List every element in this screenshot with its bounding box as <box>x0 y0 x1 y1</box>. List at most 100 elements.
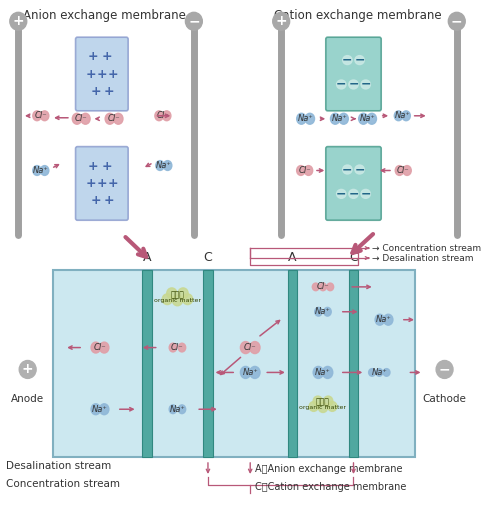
Text: 有機物: 有機物 <box>316 398 330 407</box>
Text: Cl⁻: Cl⁻ <box>94 343 106 352</box>
Text: −: − <box>348 188 358 200</box>
Ellipse shape <box>324 396 333 406</box>
Ellipse shape <box>395 165 404 175</box>
Ellipse shape <box>304 165 312 175</box>
Text: +: + <box>104 85 115 98</box>
Text: Na⁺: Na⁺ <box>332 114 347 123</box>
FancyBboxPatch shape <box>76 37 128 111</box>
Text: +: + <box>87 160 98 173</box>
Text: +: + <box>96 67 107 81</box>
Ellipse shape <box>361 80 370 89</box>
Ellipse shape <box>349 189 358 198</box>
Text: C: C <box>204 251 212 264</box>
Ellipse shape <box>403 165 411 175</box>
Text: organic matter: organic matter <box>154 298 201 303</box>
Ellipse shape <box>394 111 402 121</box>
Text: −: − <box>360 188 371 200</box>
Text: Cathode: Cathode <box>422 394 467 404</box>
FancyBboxPatch shape <box>288 270 297 457</box>
Ellipse shape <box>240 366 250 378</box>
Text: Na⁺: Na⁺ <box>298 114 314 123</box>
Text: Cl⁻: Cl⁻ <box>108 114 120 123</box>
Text: Cl⁻: Cl⁻ <box>34 111 47 120</box>
Text: Cl⁻: Cl⁻ <box>316 282 330 292</box>
Ellipse shape <box>313 396 322 406</box>
Text: Na⁺: Na⁺ <box>156 161 172 170</box>
Text: Anode: Anode <box>11 394 44 404</box>
Text: → Concentration stream: → Concentration stream <box>372 244 482 253</box>
Ellipse shape <box>296 165 305 175</box>
Ellipse shape <box>402 111 410 121</box>
Ellipse shape <box>182 294 192 305</box>
Ellipse shape <box>164 161 172 171</box>
Text: Desalination stream: Desalination stream <box>6 461 112 471</box>
Ellipse shape <box>330 113 340 124</box>
Text: +: + <box>276 14 287 28</box>
Text: A: A <box>288 251 296 264</box>
Ellipse shape <box>384 314 393 325</box>
Text: +: + <box>101 160 112 173</box>
FancyBboxPatch shape <box>142 270 152 457</box>
Ellipse shape <box>178 343 186 352</box>
Text: −: − <box>336 188 346 200</box>
Ellipse shape <box>156 161 164 171</box>
Text: Cl⁻: Cl⁻ <box>397 166 409 175</box>
Text: Cl⁻: Cl⁻ <box>75 114 88 123</box>
Ellipse shape <box>91 342 101 353</box>
Ellipse shape <box>318 403 328 412</box>
Ellipse shape <box>100 404 109 414</box>
Text: −: − <box>360 78 371 91</box>
Ellipse shape <box>162 294 172 305</box>
Ellipse shape <box>367 113 376 124</box>
FancyBboxPatch shape <box>204 270 212 457</box>
Text: −: − <box>439 363 450 376</box>
Ellipse shape <box>313 366 324 378</box>
Text: C: C <box>349 251 358 264</box>
Text: Cation exchange membrane: Cation exchange membrane <box>274 10 442 22</box>
Text: 有機物: 有機物 <box>170 290 184 299</box>
Ellipse shape <box>33 165 41 175</box>
Text: Cl⁻: Cl⁻ <box>244 343 256 352</box>
Text: +: + <box>22 363 34 376</box>
Text: Na⁺: Na⁺ <box>242 368 258 377</box>
Text: −: − <box>348 78 358 91</box>
Text: −: − <box>188 14 200 28</box>
Text: +: + <box>86 67 96 81</box>
Text: C：Cation exchange membrane: C：Cation exchange membrane <box>255 482 406 492</box>
Ellipse shape <box>40 165 49 175</box>
FancyBboxPatch shape <box>53 270 414 457</box>
Ellipse shape <box>376 368 383 376</box>
Ellipse shape <box>250 366 260 378</box>
Ellipse shape <box>178 288 188 298</box>
Ellipse shape <box>305 113 314 124</box>
Ellipse shape <box>336 189 346 198</box>
Text: Cl⁻: Cl⁻ <box>171 343 184 352</box>
Text: Na⁺: Na⁺ <box>376 315 392 324</box>
Ellipse shape <box>355 56 364 65</box>
Ellipse shape <box>358 113 368 124</box>
Text: +: + <box>108 177 118 190</box>
Ellipse shape <box>100 342 109 353</box>
Text: Na⁺: Na⁺ <box>315 368 331 377</box>
Text: −: − <box>342 163 352 176</box>
Ellipse shape <box>172 295 182 306</box>
Text: organic matter: organic matter <box>300 405 346 410</box>
Ellipse shape <box>166 288 177 298</box>
Text: +: + <box>87 50 98 63</box>
Ellipse shape <box>324 307 331 316</box>
FancyBboxPatch shape <box>326 37 381 111</box>
Ellipse shape <box>33 111 41 121</box>
FancyBboxPatch shape <box>326 147 381 220</box>
Ellipse shape <box>342 56 352 65</box>
Ellipse shape <box>342 165 352 174</box>
Ellipse shape <box>349 80 358 89</box>
Ellipse shape <box>361 189 370 198</box>
Text: +: + <box>12 14 24 28</box>
Ellipse shape <box>169 405 176 413</box>
Ellipse shape <box>40 111 49 121</box>
Ellipse shape <box>336 80 346 89</box>
Circle shape <box>186 12 202 30</box>
Text: Concentration stream: Concentration stream <box>6 479 120 489</box>
Circle shape <box>436 360 453 378</box>
FancyBboxPatch shape <box>349 270 358 457</box>
